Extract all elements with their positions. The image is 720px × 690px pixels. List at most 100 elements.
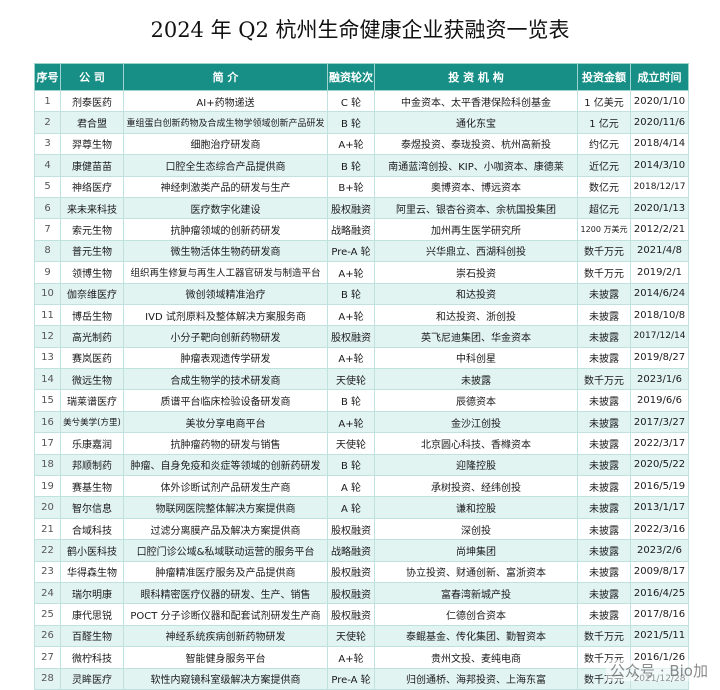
table-row: 27 微柠科技 智能健身服务平台 A+轮 贵州文投、麦纯电商 数千万元 2016/1/26	[34, 646, 689, 669]
table-cell: 中金资本、太平香港保险科创基金	[374, 89, 578, 113]
table-cell: 普元生物	[60, 239, 124, 263]
table-cell: 未披露	[577, 581, 631, 605]
table-cell: A+轮	[327, 646, 375, 669]
header-cell: 公 司	[60, 63, 124, 91]
table-cell: 未披露	[577, 517, 631, 541]
table-cell: 2	[34, 111, 61, 134]
table-cell: 乐康嘉润	[60, 432, 124, 455]
table-cell: 2023/2/6	[630, 539, 689, 562]
table-cell: 2019/8/27	[630, 346, 689, 370]
table-cell: 肿瘤表观遗传学研发	[123, 346, 328, 370]
table-cell: 未披露	[577, 325, 631, 348]
table-row: 21 合域科技 过滤分离膜产品及解决方案提供商 股权融资 深创投 未披露 2022/3/16	[34, 517, 689, 541]
table-cell: 君合盟	[60, 111, 124, 134]
table-cell: 股权融资	[327, 325, 375, 348]
table-cell: 和达投资	[374, 282, 578, 305]
table-cell: 超亿元	[577, 196, 631, 220]
table-cell: A 轮	[327, 475, 375, 498]
table-cell: 26	[34, 624, 61, 648]
table-cell: 和达投资、浙创投	[374, 303, 578, 327]
table-row: 28 灵眸医疗 软性内窥镜科室级解决方案提供商 Pre-A 轮归创通桥、海邦投资、上海…	[34, 667, 689, 690]
table-cell: 辰德资本	[374, 389, 578, 412]
table-cell: 体外诊断试剂产品研发生产商	[123, 475, 328, 498]
table-cell: 未披露	[577, 560, 631, 583]
table-cell: 股权融资	[327, 581, 375, 605]
table-cell: 2019/6/6	[630, 389, 689, 412]
table-cell: 5	[34, 175, 61, 198]
table-cell: 微柠科技	[60, 646, 124, 669]
watermark: 公众号 · Bio加	[606, 660, 712, 681]
table-cell: 抗肿瘤药物的研发与销售	[123, 432, 328, 455]
table-cell: 赛基生物	[60, 475, 124, 498]
table-row: 7 索元生物 抗肿瘤领域的创新药研发 战略融资 加州再生医学研究所 1200 万美元 201…	[34, 218, 689, 241]
table-cell: 未披露	[577, 539, 631, 562]
table-cell: 战略融资	[327, 218, 375, 241]
table-cell: 9	[34, 261, 61, 284]
table-cell: 贵州文投、麦纯电商	[374, 646, 578, 669]
table-cell: 6	[34, 196, 61, 220]
table-cell: 归创通桥、海邦投资、上海东富	[374, 667, 578, 690]
table-row: 17 乐康嘉润 抗肿瘤药物的研发与销售 天使轮 北京圆心科技、香橼资本 未披露 2022/3…	[34, 432, 689, 455]
table-cell: 16	[34, 410, 61, 434]
table-cell: 南通蓝湾创投、KIP、小咖资本、康德莱	[374, 154, 578, 177]
table-row: 6 来未来科技 医疗数字化建设 股权融资 阿里云、银杏谷资本、余杭国投集团 超亿元 2020…	[34, 196, 689, 220]
table-cell: 剂泰医药	[60, 89, 124, 113]
table-cell: 2009/8/17	[630, 560, 689, 583]
table-cell: 15	[34, 389, 61, 412]
table-cell: 17	[34, 432, 61, 455]
table-cell: 领博生物	[60, 261, 124, 284]
table-cell: Pre-A 轮	[327, 667, 375, 690]
table-cell: 1200 万美元	[577, 218, 631, 241]
table-cell: 未披露	[577, 346, 631, 370]
table-cell: 数千万元	[577, 368, 631, 391]
table-cell: 23	[34, 560, 61, 583]
table-cell: 12	[34, 325, 61, 348]
table-cell: 承树投资、经纬创投	[374, 475, 578, 498]
table-cell: 美妆分享电商平台	[123, 410, 328, 434]
table-row: 5 神络医疗 神经刺激类产品的研发与生产 B+轮 奥博资本、博远资本 数亿元 2018/12…	[34, 175, 689, 198]
table-cell: 北京圆心科技、香橼资本	[374, 432, 578, 455]
table-row: 25 康代思锐 POCT 分子诊断仪器和配套试剂研发生产商 股权融资 仁德创合资本 未披露…	[34, 603, 689, 626]
table-row: 13 赛岚医药 肿瘤表观遗传学研发 A+轮 中科创星 未披露 2019/8/27	[34, 346, 689, 370]
table-cell: 未披露	[577, 282, 631, 305]
table-cell: 2018/10/8	[630, 303, 689, 327]
table-cell: 股权融资	[327, 560, 375, 583]
table-cell: 战略融资	[327, 539, 375, 562]
table-cell: 股权融资	[327, 517, 375, 541]
table-cell: 奥博资本、博远资本	[374, 175, 578, 198]
table-cell: 2013/1/17	[630, 496, 689, 519]
table-row: 10 伽奈维医疗 微创领域精准治疗 B 轮和达投资 未披露 2014/6/24	[34, 282, 689, 305]
table-cell: 口腔门诊公域&私域联动运营的服务平台	[123, 539, 328, 562]
table-cell: 3	[34, 132, 61, 156]
table-cell: 未披露	[577, 389, 631, 412]
table-cell: 美兮美学(方里)	[60, 410, 124, 434]
table-cell: 数千万元	[577, 624, 631, 648]
table-cell: B+轮	[327, 175, 375, 198]
table-cell: 合域科技	[60, 517, 124, 541]
table-cell: 2020/11/6	[630, 111, 689, 134]
table-cell: 数亿元	[577, 175, 631, 198]
table-row: 20 智尔信息 物联网医院整体解决方案提供商 A 轮谦和控股 未披露 2013/1/17	[34, 496, 689, 519]
table-cell: 协立投资、财通创新、富浙资本	[374, 560, 578, 583]
table-cell: 羿尊生物	[60, 132, 124, 156]
funding-table: 序号公 司简 介融资轮次投 资 机 构投资金额 成立时间 1 剂泰医药 AI+药物递送…	[34, 63, 689, 690]
table-cell: 2021/5/11	[630, 624, 689, 648]
table-cell: 微远生物	[60, 368, 124, 391]
table-cell: C 轮	[327, 89, 375, 113]
table-row: 14 微远生物 合成生物学的技术研发商 天使轮 未披露 数千万元 2023/1/6	[34, 368, 689, 391]
table-cell: 英飞尼迪集团、华金资本	[374, 325, 578, 348]
table-cell: 金沙江创投	[374, 410, 578, 434]
header-cell: 投资金额	[577, 63, 631, 91]
table-cell: 微生物活体生物药研发商	[123, 239, 328, 263]
table-cell: 20	[34, 496, 61, 519]
table-cell: 伽奈维医疗	[60, 282, 124, 305]
table-cell: 13	[34, 346, 61, 370]
table-cell: 19	[34, 475, 61, 498]
table-cell: B 轮	[327, 389, 375, 412]
table-cell: 谦和控股	[374, 496, 578, 519]
table-row: 8 普元生物 微生物活体生物药研发商 Pre-A 轮兴华鼎立、西湖科创投 数千万元 202…	[34, 239, 689, 263]
table-cell: 过滤分离膜产品及解决方案提供商	[123, 517, 328, 541]
table-cell: 灵眸医疗	[60, 667, 124, 690]
table-cell: B 轮	[327, 111, 375, 134]
